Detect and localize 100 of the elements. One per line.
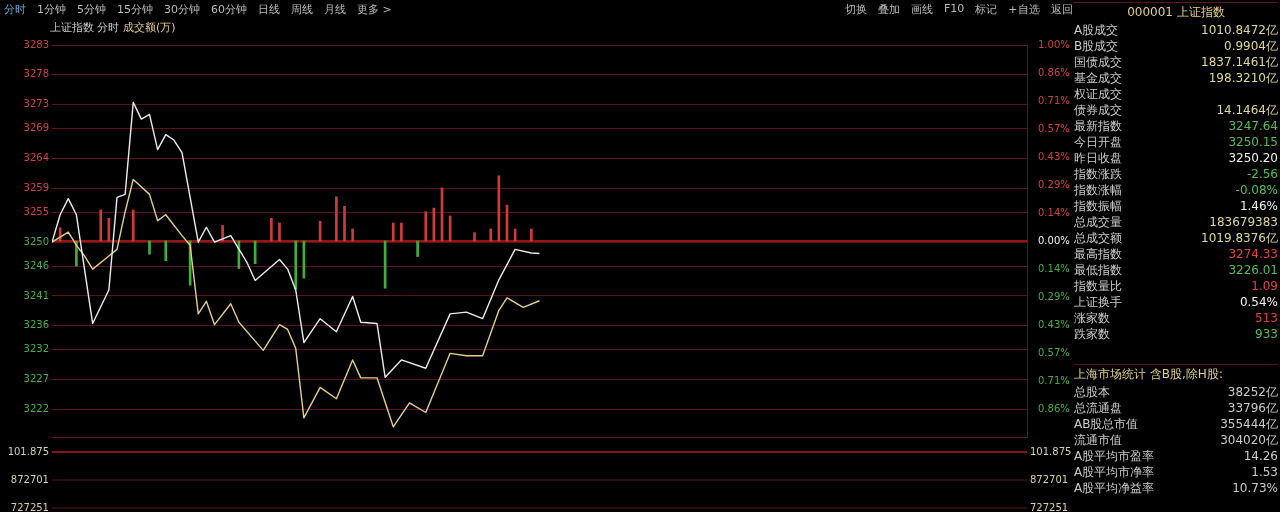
y2-tick-label: 1.00% — [1038, 38, 1070, 50]
y2-tick-label: 0.86% — [1038, 402, 1070, 414]
text: 15分钟 — [117, 2, 153, 17]
bar — [221, 225, 224, 242]
text: 基金成交 — [1074, 70, 1122, 86]
text: 总成交额 — [1074, 230, 1122, 246]
y-tick-label: 3232 — [23, 343, 49, 355]
text: F10 — [944, 2, 965, 17]
y2-tick-label: 0.71% — [1038, 374, 1070, 386]
y-tick-label: 3255 — [23, 205, 49, 217]
y2-tick-label: 0.29% — [1038, 178, 1070, 190]
text: 标记 — [975, 2, 998, 17]
y2-tick-label: 0.43% — [1038, 318, 1070, 330]
text: 304020亿 — [1220, 432, 1278, 448]
text: 周线 — [291, 2, 313, 17]
bar — [416, 240, 419, 257]
bar — [489, 228, 493, 242]
text: 最新指数 — [1074, 118, 1122, 134]
text: A股成交 — [1074, 22, 1119, 38]
text: 60分钟 — [211, 2, 247, 17]
text: 月线 — [324, 2, 346, 17]
text: 14.1464亿 — [1216, 102, 1278, 118]
text: 1837.1461亿 — [1201, 54, 1278, 70]
text: AB股总市值 — [1074, 416, 1139, 432]
text: 上证换手 — [1074, 294, 1122, 310]
text: 10.73% — [1232, 480, 1278, 496]
text: 总成交量 — [1074, 214, 1122, 230]
text: 38252亿 — [1227, 384, 1278, 400]
text: 最低指数 — [1074, 262, 1122, 278]
text: 33796亿 — [1227, 400, 1278, 416]
y2-tick-label: 0.57% — [1038, 346, 1070, 358]
y-tick-label: 3241 — [23, 289, 49, 301]
text: 5分钟 — [77, 2, 106, 17]
text: 872701 — [10, 473, 49, 485]
text: A股平均市盈率 — [1074, 448, 1155, 464]
bar — [99, 209, 103, 242]
text: 今日开盘 — [1074, 134, 1122, 150]
text: 933 — [1255, 326, 1278, 342]
text: 画线 — [911, 2, 933, 17]
y-tick-label: 3259 — [23, 182, 49, 194]
text: 3226.01 — [1228, 262, 1278, 278]
bar — [131, 209, 135, 242]
chart-subtitle: 成交额(万) — [123, 21, 176, 34]
bar — [351, 228, 354, 242]
text: 101.875 — [1030, 445, 1072, 457]
bar — [343, 206, 346, 242]
text: 513 — [1255, 310, 1278, 326]
text: 727251 — [1030, 501, 1069, 512]
y2-tick-label: 0.14% — [1038, 206, 1070, 218]
y2-tick-label: 0.86% — [1038, 66, 1070, 78]
text: 切换 — [845, 2, 867, 17]
y-tick-label: 3222 — [23, 403, 49, 415]
text: 1分钟 — [37, 2, 66, 17]
bar — [278, 222, 281, 242]
text: 指数涨幅 — [1074, 182, 1122, 198]
text: 727251 — [10, 501, 49, 512]
text: 涨家数 — [1074, 310, 1110, 326]
y-tick-label: 3264 — [23, 152, 49, 164]
bar — [270, 217, 273, 242]
y2-tick-label: 0.43% — [1038, 150, 1070, 162]
text: 叠加 — [878, 2, 900, 17]
bar — [473, 232, 476, 242]
y-tick-label: 3227 — [23, 373, 49, 385]
text: 权证成交 — [1074, 86, 1122, 102]
bar — [335, 196, 338, 242]
text: 101.875 — [7, 445, 49, 457]
text: -0.08% — [1235, 182, 1278, 198]
text: 国债成交 — [1074, 54, 1122, 70]
y-tick-label: 3250 — [23, 235, 49, 247]
y-tick-label: 3283 — [23, 38, 49, 50]
y2-tick-label: 0.14% — [1038, 262, 1070, 274]
text: 30分钟 — [164, 2, 200, 17]
y2-tick-label: 0.71% — [1038, 94, 1070, 106]
text: 1.53 — [1251, 464, 1278, 480]
bar — [164, 240, 168, 262]
text: 流通市值 — [1074, 432, 1122, 448]
text: 更多 > — [357, 2, 392, 17]
y-tick-label: 3236 — [23, 319, 49, 331]
text: 返回 — [1050, 2, 1073, 17]
text: 1010.8472亿 — [1201, 22, 1278, 38]
text: A股平均净益率 — [1074, 480, 1155, 496]
text: 198.3210亿 — [1208, 70, 1278, 86]
text: 3247.64 — [1228, 118, 1278, 134]
text: 0.9904亿 — [1224, 38, 1278, 54]
text: 355444亿 — [1220, 416, 1278, 432]
text: 最高指数 — [1074, 246, 1122, 262]
bar — [148, 240, 151, 255]
text: +自选 — [1008, 2, 1040, 17]
text: 3250.15 — [1228, 134, 1278, 150]
bar — [424, 211, 428, 242]
bar — [294, 240, 298, 290]
text: 3250.20 — [1228, 150, 1278, 166]
y-tick-label: 3269 — [23, 122, 49, 134]
text: 跌家数 — [1074, 326, 1110, 342]
text: 总股本 — [1074, 384, 1110, 400]
text: B股成交 — [1074, 38, 1119, 54]
text: 0.54% — [1239, 294, 1278, 310]
y-tick-label: 3278 — [23, 68, 49, 80]
text: 日线 — [258, 2, 280, 17]
text: 上海市场统计 含B股,除H股: — [1074, 366, 1224, 383]
